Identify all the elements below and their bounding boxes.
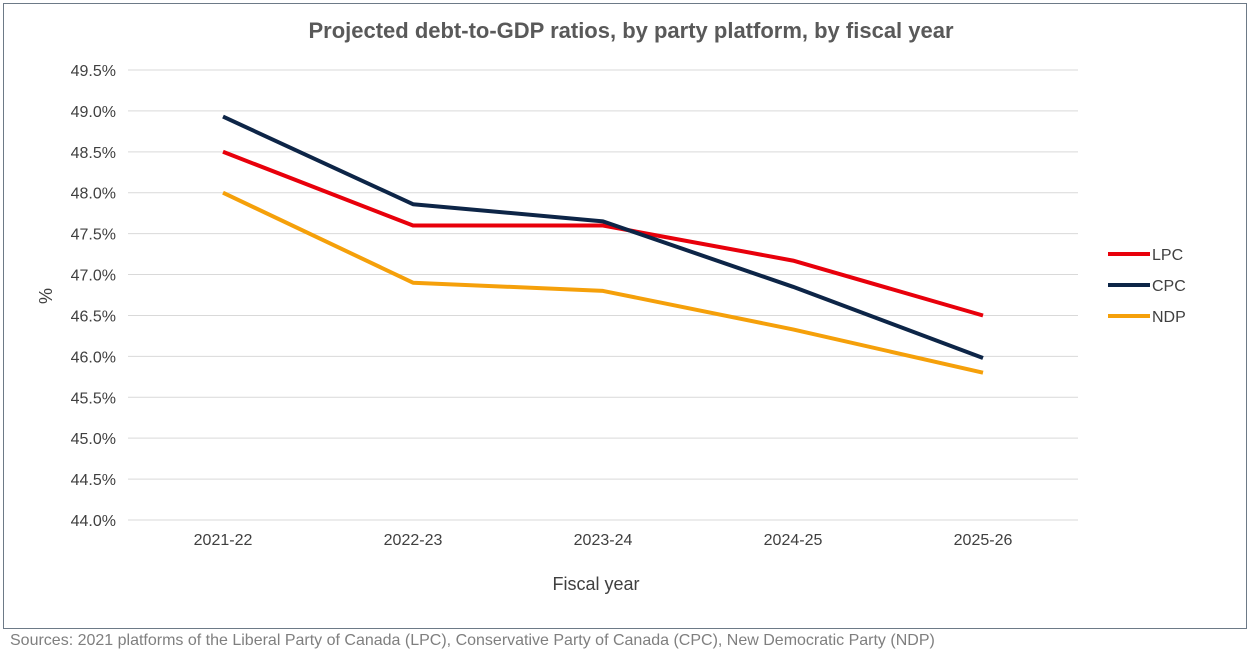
chart-title: Projected debt-to-GDP ratios, by party p…: [308, 18, 954, 43]
y-tick-label: 45.5%: [71, 390, 116, 407]
x-axis-title: Fiscal year: [552, 574, 639, 594]
y-tick-label: 47.0%: [71, 268, 116, 285]
series-lines: [222, 114, 984, 375]
x-tick-label: 2023-24: [574, 532, 633, 549]
legend-label-ndp: NDP: [1152, 309, 1186, 326]
y-tick-label: 46.0%: [71, 349, 116, 366]
y-tick-labels: 44.0% 44.5% 45.0% 45.5% 46.0% 46.5% 47.0% 47.5%…: [71, 63, 116, 530]
y-tick-label: 45.0%: [71, 431, 116, 448]
legend-label-cpc: CPC: [1152, 278, 1186, 295]
x-tick-label: 2022-23: [384, 532, 443, 549]
y-tick-label: 44.5%: [71, 472, 116, 489]
gridlines: [128, 69, 1078, 521]
y-tick-label: 49.0%: [71, 104, 116, 121]
x-tick-label: 2025-26: [954, 532, 1013, 549]
source-note: Sources: 2021 platforms of the Liberal P…: [10, 632, 935, 649]
y-tick-label: 46.5%: [71, 308, 116, 325]
chart-frame: [3, 3, 1247, 629]
y-tick-label: 47.5%: [71, 227, 116, 244]
x-tick-label: 2021-22: [194, 532, 253, 549]
series-line-ndp: [222, 190, 984, 375]
y-tick-label: 44.0%: [71, 513, 116, 530]
series-line-lpc: [222, 149, 984, 318]
y-axis-title: %: [36, 288, 56, 304]
series-line-cpc: [222, 114, 984, 360]
x-tick-label: 2024-25: [764, 532, 823, 549]
y-tick-label: 49.5%: [71, 63, 116, 80]
x-tick-labels: 2021-22 2022-23 2023-24 2024-25 2025-26: [194, 532, 1013, 549]
legend-label-lpc: LPC: [1152, 247, 1183, 264]
y-tick-label: 48.0%: [71, 186, 116, 203]
legend: LPC CPC NDP: [1108, 247, 1186, 326]
line-chart: 44.0% 44.5% 45.0% 45.5% 46.0% 46.5% 47.0% 47.5%…: [36, 63, 1186, 594]
y-tick-label: 48.5%: [71, 145, 116, 162]
